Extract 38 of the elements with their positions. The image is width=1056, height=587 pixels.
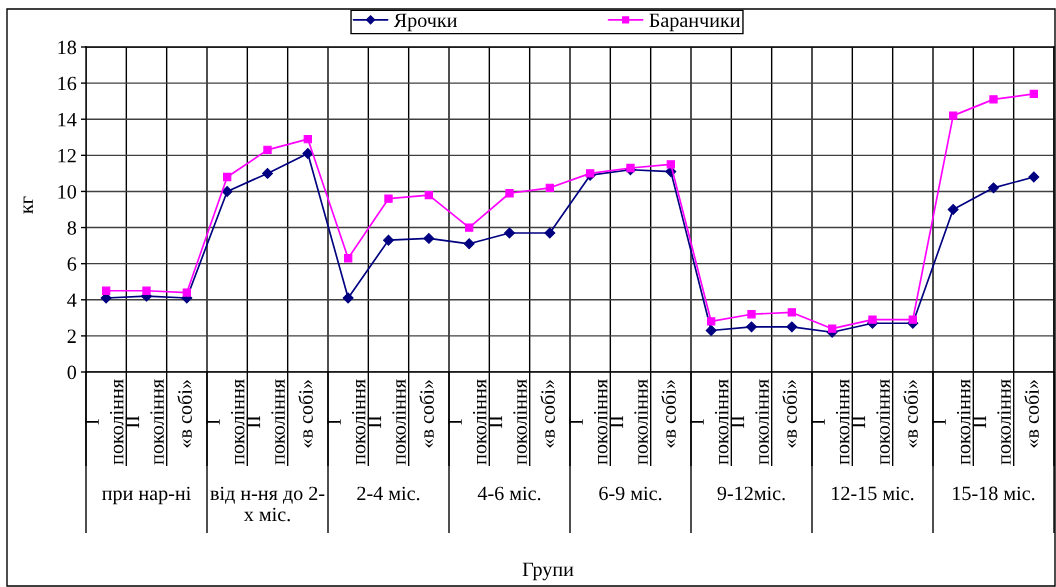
y-tick-label: 12 <box>58 148 76 163</box>
y-tick-label: 2 <box>67 329 76 343</box>
y-tick-label: 14 <box>58 112 77 127</box>
y-tick-label: 6 <box>67 257 77 271</box>
x-tick-label: «в собі» <box>782 380 797 448</box>
y-tick-label: 4 <box>67 293 77 307</box>
text: 4-6 міс. <box>477 486 541 501</box>
text: 2-4 міс. <box>357 486 420 501</box>
x-tick-label: I покоління <box>811 379 850 465</box>
x-tick-label: «в собі» <box>419 380 434 448</box>
text: 15-18 міс. <box>953 486 1035 501</box>
text: 9-12міс. <box>717 486 785 501</box>
x-tick-label: «в собі» <box>298 380 313 448</box>
x-tick-label: I покоління <box>206 379 245 465</box>
y-axis-title: кг <box>23 196 33 214</box>
x-tick-label: I покоління <box>327 379 366 465</box>
x-tick-label: «в собі» <box>540 380 555 448</box>
x-tick-label: «в собі» <box>661 380 676 448</box>
text: 12-15 міс. <box>832 486 914 501</box>
y-tick-label: 10 <box>58 185 77 199</box>
y-tick-label: 0 <box>67 365 77 380</box>
text: від н-ня до 2-х міс. <box>210 486 325 522</box>
x-tick-label: «в собі» <box>1024 380 1039 448</box>
x-axis-title: Групи <box>522 562 574 581</box>
x-tick-label: I покоління <box>690 379 729 465</box>
x-tick-label: I покоління <box>569 379 608 465</box>
x-tick-label: I покоління <box>448 379 487 465</box>
text: при нар-ні <box>102 486 191 505</box>
y-tick-label: 8 <box>67 221 77 235</box>
legend-label: Ярочки <box>393 13 457 32</box>
y-tick-label: 18 <box>58 40 77 55</box>
x-tick-label: I покоління <box>85 379 124 465</box>
x-tick-label: I покоління <box>932 379 971 465</box>
x-tick-label: «в собі» <box>177 380 192 448</box>
x-tick-label: «в собі» <box>903 380 918 448</box>
legend-label: Баранчики <box>649 13 741 32</box>
text: 6-9 міс. <box>599 486 662 501</box>
y-tick-label: 16 <box>58 76 77 91</box>
